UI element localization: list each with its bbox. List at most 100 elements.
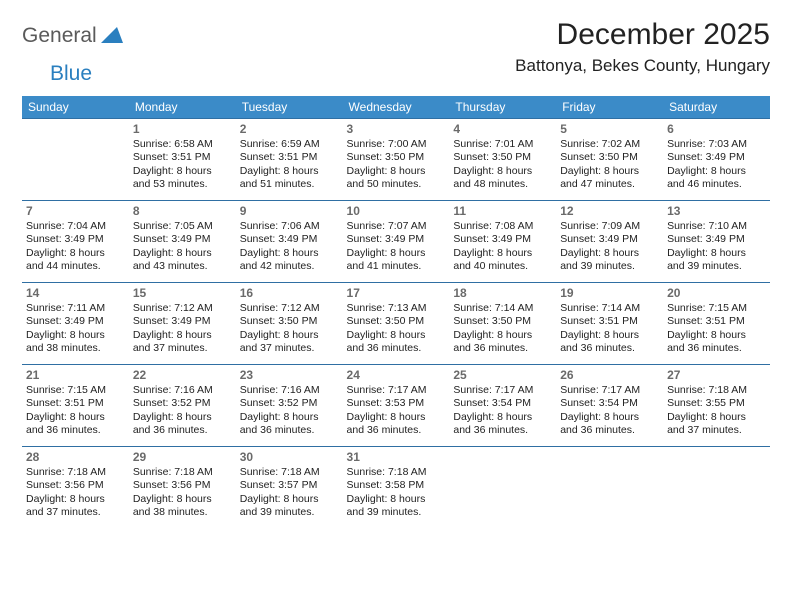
week-row: 28 Sunrise: 7:18 AM Sunset: 3:56 PM Dayligh… [22,447,770,529]
daylight-line: Daylight: 8 hours and 38 minutes. [26,329,125,356]
day-number: 15 [133,286,232,300]
sunrise-line: Sunrise: 7:16 AM [133,384,232,397]
day-cell: 14Sunrise: 7:11 AMSunset: 3:49 PMDayligh… [22,283,129,365]
day-number: 29 [133,450,232,464]
daylight-line: Daylight: 8 hours and 36 minutes. [453,329,552,356]
sunset-line: Sunset: 3:52 PM [133,397,232,410]
logo-blue-text: Blue [50,62,92,85]
sunset-line: Sunset: 3:57 PM [240,479,339,492]
week-row: 1Sunrise: 6:58 AMSunset: 3:51 PMDaylight… [22,119,770,201]
sunset-line: Sunset: 3:51 PM [133,151,232,164]
day-number: 21 [26,368,125,382]
day-number: 28 [26,450,125,464]
day-number: 22 [133,368,232,382]
day-cell: 20Sunrise: 7:15 AMSunset: 3:51 PMDayligh… [663,283,770,365]
sunset-line: Sunset: 3:49 PM [133,233,232,246]
sunrise-line: Sunrise: 7:12 AM [133,302,232,315]
col-sunday: Sunday [22,96,129,119]
day-cell: 23Sunrise: 7:16 AMSunset: 3:52 PMDayligh… [236,365,343,447]
day-number: 17 [347,286,446,300]
day-number: 5 [560,122,659,136]
sunset-line: Sunset: 3:56 PM [26,479,125,492]
col-saturday: Saturday [663,96,770,119]
daylight-line: Daylight: 8 hours and 53 minutes. [133,165,232,192]
day-cell: 27Sunrise: 7:18 AMSunset: 3:55 PMDayligh… [663,365,770,447]
day-cell: 21Sunrise: 7:15 AMSunset: 3:51 PMDayligh… [22,365,129,447]
header-row: Sunday Monday Tuesday Wednesday Thursday… [22,96,770,119]
sunset-line: Sunset: 3:49 PM [560,233,659,246]
daylight-line: Daylight: 8 hours and 40 minutes. [453,247,552,274]
sunset-line: Sunset: 3:50 PM [347,315,446,328]
day-number: 25 [453,368,552,382]
day-cell: 11Sunrise: 7:08 AMSunset: 3:49 PMDayligh… [449,201,556,283]
sunrise-line: Sunrise: 7:12 AM [240,302,339,315]
sunrise-line: Sunrise: 7:18 AM [240,466,339,479]
sunrise-line: Sunrise: 7:17 AM [453,384,552,397]
daylight-line: Daylight: 8 hours and 37 minutes. [667,411,766,438]
day-number: 8 [133,204,232,218]
daylight-line: Daylight: 8 hours and 51 minutes. [240,165,339,192]
day-number: 30 [240,450,339,464]
daylight-line: Daylight: 8 hours and 50 minutes. [347,165,446,192]
sunrise-line: Sunrise: 7:02 AM [560,138,659,151]
daylight-line: Daylight: 8 hours and 36 minutes. [667,329,766,356]
sunrise-line: Sunrise: 7:14 AM [560,302,659,315]
daylight-line: Daylight: 8 hours and 36 minutes. [347,411,446,438]
sunrise-line: Sunrise: 7:04 AM [26,220,125,233]
daylight-line: Daylight: 8 hours and 39 minutes. [240,493,339,520]
sunrise-line: Sunrise: 7:13 AM [347,302,446,315]
day-cell [556,447,663,529]
sunrise-line: Sunrise: 7:11 AM [26,302,125,315]
day-number: 7 [26,204,125,218]
sunset-line: Sunset: 3:54 PM [560,397,659,410]
day-number: 18 [453,286,552,300]
daylight-line: Daylight: 8 hours and 36 minutes. [133,411,232,438]
sunset-line: Sunset: 3:49 PM [26,233,125,246]
sunrise-line: Sunrise: 7:03 AM [667,138,766,151]
sunrise-line: Sunrise: 7:07 AM [347,220,446,233]
day-cell: 9Sunrise: 7:06 AMSunset: 3:49 PMDaylight… [236,201,343,283]
day-cell: 4Sunrise: 7:01 AMSunset: 3:50 PMDaylight… [449,119,556,201]
day-cell: 13Sunrise: 7:10 AMSunset: 3:49 PMDayligh… [663,201,770,283]
daylight-line: Daylight: 8 hours and 36 minutes. [560,411,659,438]
sunset-line: Sunset: 3:54 PM [453,397,552,410]
daylight-line: Daylight: 8 hours and 46 minutes. [667,165,766,192]
daylight-line: Daylight: 8 hours and 36 minutes. [560,329,659,356]
sunrise-line: Sunrise: 7:09 AM [560,220,659,233]
day-number: 26 [560,368,659,382]
sunset-line: Sunset: 3:50 PM [453,315,552,328]
daylight-line: Daylight: 8 hours and 44 minutes. [26,247,125,274]
day-cell: 28Sunrise: 7:18 AMSunset: 3:56 PMDayligh… [22,447,129,529]
sunrise-line: Sunrise: 7:15 AM [667,302,766,315]
daylight-line: Daylight: 8 hours and 36 minutes. [240,411,339,438]
day-cell [663,447,770,529]
sunrise-line: Sunrise: 7:17 AM [560,384,659,397]
week-row: 14Sunrise: 7:11 AMSunset: 3:49 PMDayligh… [22,283,770,365]
sunset-line: Sunset: 3:50 PM [453,151,552,164]
daylight-line: Daylight: 8 hours and 37 minutes. [240,329,339,356]
day-cell: 8Sunrise: 7:05 AMSunset: 3:49 PMDaylight… [129,201,236,283]
day-number: 19 [560,286,659,300]
sunset-line: Sunset: 3:49 PM [667,233,766,246]
daylight-line: Daylight: 8 hours and 38 minutes. [133,493,232,520]
sunset-line: Sunset: 3:49 PM [133,315,232,328]
location-text: Battonya, Bekes County, Hungary [515,56,770,76]
day-cell: 25Sunrise: 7:17 AMSunset: 3:54 PMDayligh… [449,365,556,447]
sunset-line: Sunset: 3:49 PM [453,233,552,246]
day-cell: 15Sunrise: 7:12 AMSunset: 3:49 PMDayligh… [129,283,236,365]
sunrise-line: Sunrise: 7:06 AM [240,220,339,233]
day-cell: 5Sunrise: 7:02 AMSunset: 3:50 PMDaylight… [556,119,663,201]
day-cell: 19Sunrise: 7:14 AMSunset: 3:51 PMDayligh… [556,283,663,365]
sunrise-line: Sunrise: 7:10 AM [667,220,766,233]
sunrise-line: Sunrise: 7:18 AM [347,466,446,479]
day-number: 2 [240,122,339,136]
week-row: 7Sunrise: 7:04 AMSunset: 3:49 PMDaylight… [22,201,770,283]
day-number: 10 [347,204,446,218]
daylight-line: Daylight: 8 hours and 36 minutes. [26,411,125,438]
day-number: 3 [347,122,446,136]
sunset-line: Sunset: 3:51 PM [240,151,339,164]
sunrise-line: Sunrise: 7:00 AM [347,138,446,151]
day-cell: 6Sunrise: 7:03 AMSunset: 3:49 PMDaylight… [663,119,770,201]
col-thursday: Thursday [449,96,556,119]
sunset-line: Sunset: 3:51 PM [667,315,766,328]
